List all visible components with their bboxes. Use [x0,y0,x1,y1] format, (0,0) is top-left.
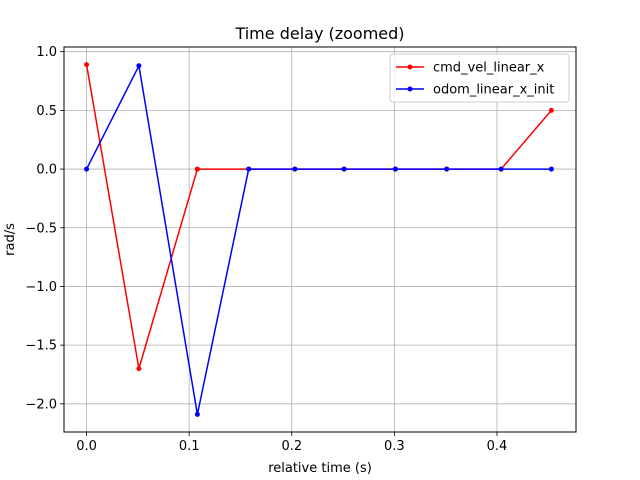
series-1 [84,63,554,417]
chart-title: Time delay (zoomed) [234,24,404,43]
data-point [84,166,90,172]
y-tick-label: −2.0 [25,397,57,412]
y-tick-label: 0.0 [36,163,57,178]
y-axis-label: rad/s [3,223,18,256]
data-point [498,166,504,172]
data-point [136,63,142,69]
data-point [392,166,398,172]
y-tick-label: −1.0 [25,280,57,295]
series-line [85,65,552,416]
grid [64,47,576,432]
data-point [444,166,450,172]
data-point [548,166,554,172]
legend-label-cmd-vel: cmd_vel_linear_x [433,61,545,76]
legend: cmd_vel_linear_x odom_linear_x_init [389,53,570,103]
x-tick-label: 0.3 [384,439,405,454]
plot-frame [63,46,577,433]
x-axis-label: relative time (s) [268,461,372,476]
data-point [246,166,252,172]
data-point [548,107,554,113]
ticks: 0.0 0.1 0.2 0.3 0.4 1.0 0.5 0.0 −0.5 −1.0 −1.5 −2.0 [25,45,507,454]
legend-marker-odom [407,86,413,92]
x-tick-label: 0.2 [281,439,302,454]
series-group [84,62,554,417]
legend-marker-cmd-vel [407,64,413,70]
y-tick-label: 1.0 [36,45,57,60]
y-tick-label: −1.5 [25,339,57,354]
y-tick-label: −0.5 [25,221,57,236]
data-point [136,366,142,372]
x-tick-label: 0.4 [487,439,508,454]
data-point [194,166,200,172]
x-tick-label: 0.1 [179,439,200,454]
legend-label-odom: odom_linear_x_init [433,83,554,98]
data-point [341,166,347,172]
data-point [194,411,200,417]
data-point [292,166,298,172]
y-tick-label: 0.5 [36,104,57,119]
legend-box [389,53,570,103]
data-point [84,62,90,68]
x-tick-label: 0.0 [76,439,97,454]
